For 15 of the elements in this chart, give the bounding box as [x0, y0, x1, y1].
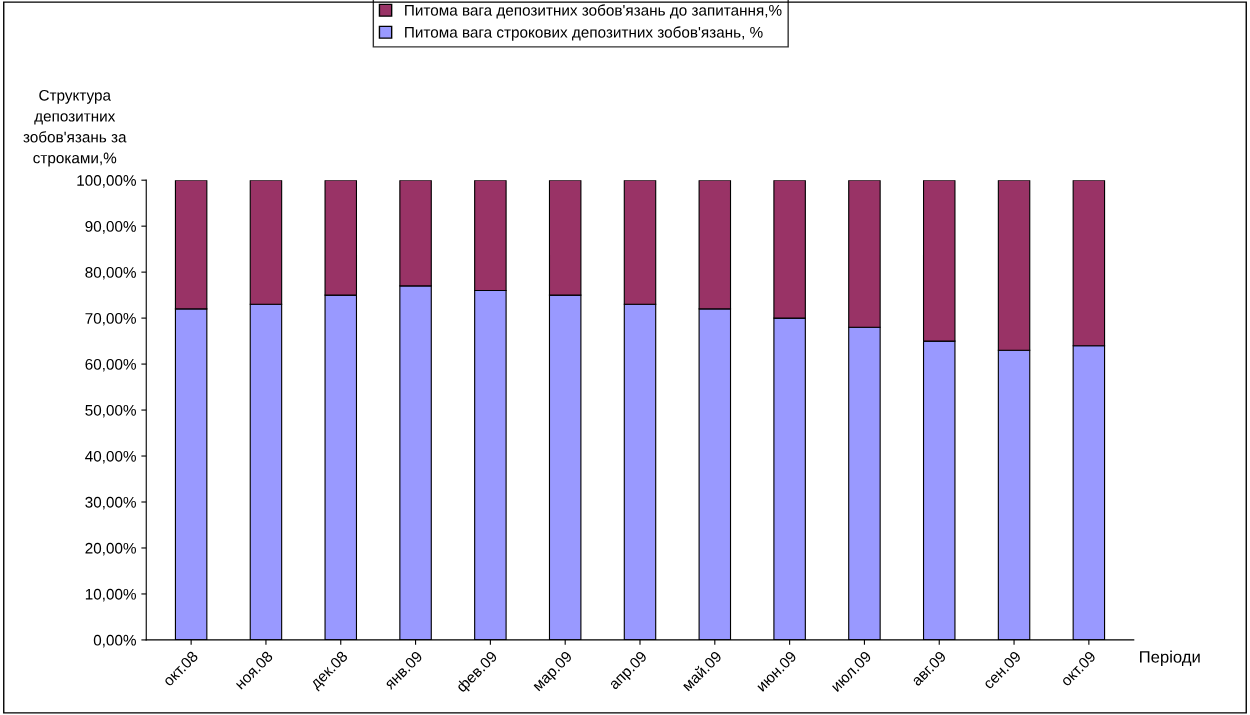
y-tick-label: 80,00%	[85, 267, 136, 280]
y-tick-label: 90,00%	[85, 221, 136, 234]
y-tick-label: 0,00%	[93, 634, 136, 648]
y-tick-label: 70,00%	[85, 312, 136, 326]
legend-label: Питома вага депозитних зобов'язань до запитання,%	[405, 4, 782, 19]
y-tick-label: 30,00%	[85, 496, 136, 510]
y-tick-label: 50,00%	[85, 404, 136, 418]
y-tick-label: 20,00%	[85, 542, 136, 556]
x-axis-title: Періоди	[1140, 650, 1200, 667]
y-tick-label: 40,00%	[85, 450, 136, 464]
legend-label: Питома вага строкових депозитних зобов'язань, %	[405, 26, 763, 41]
y-tick-label: 100,00%	[77, 175, 136, 188]
y-tick-label: 10,00%	[85, 588, 136, 602]
y-axis-title: Структура депозитних зобов'язань за строками,%	[23, 89, 127, 167]
y-tick-label: 60,00%	[85, 358, 136, 372]
